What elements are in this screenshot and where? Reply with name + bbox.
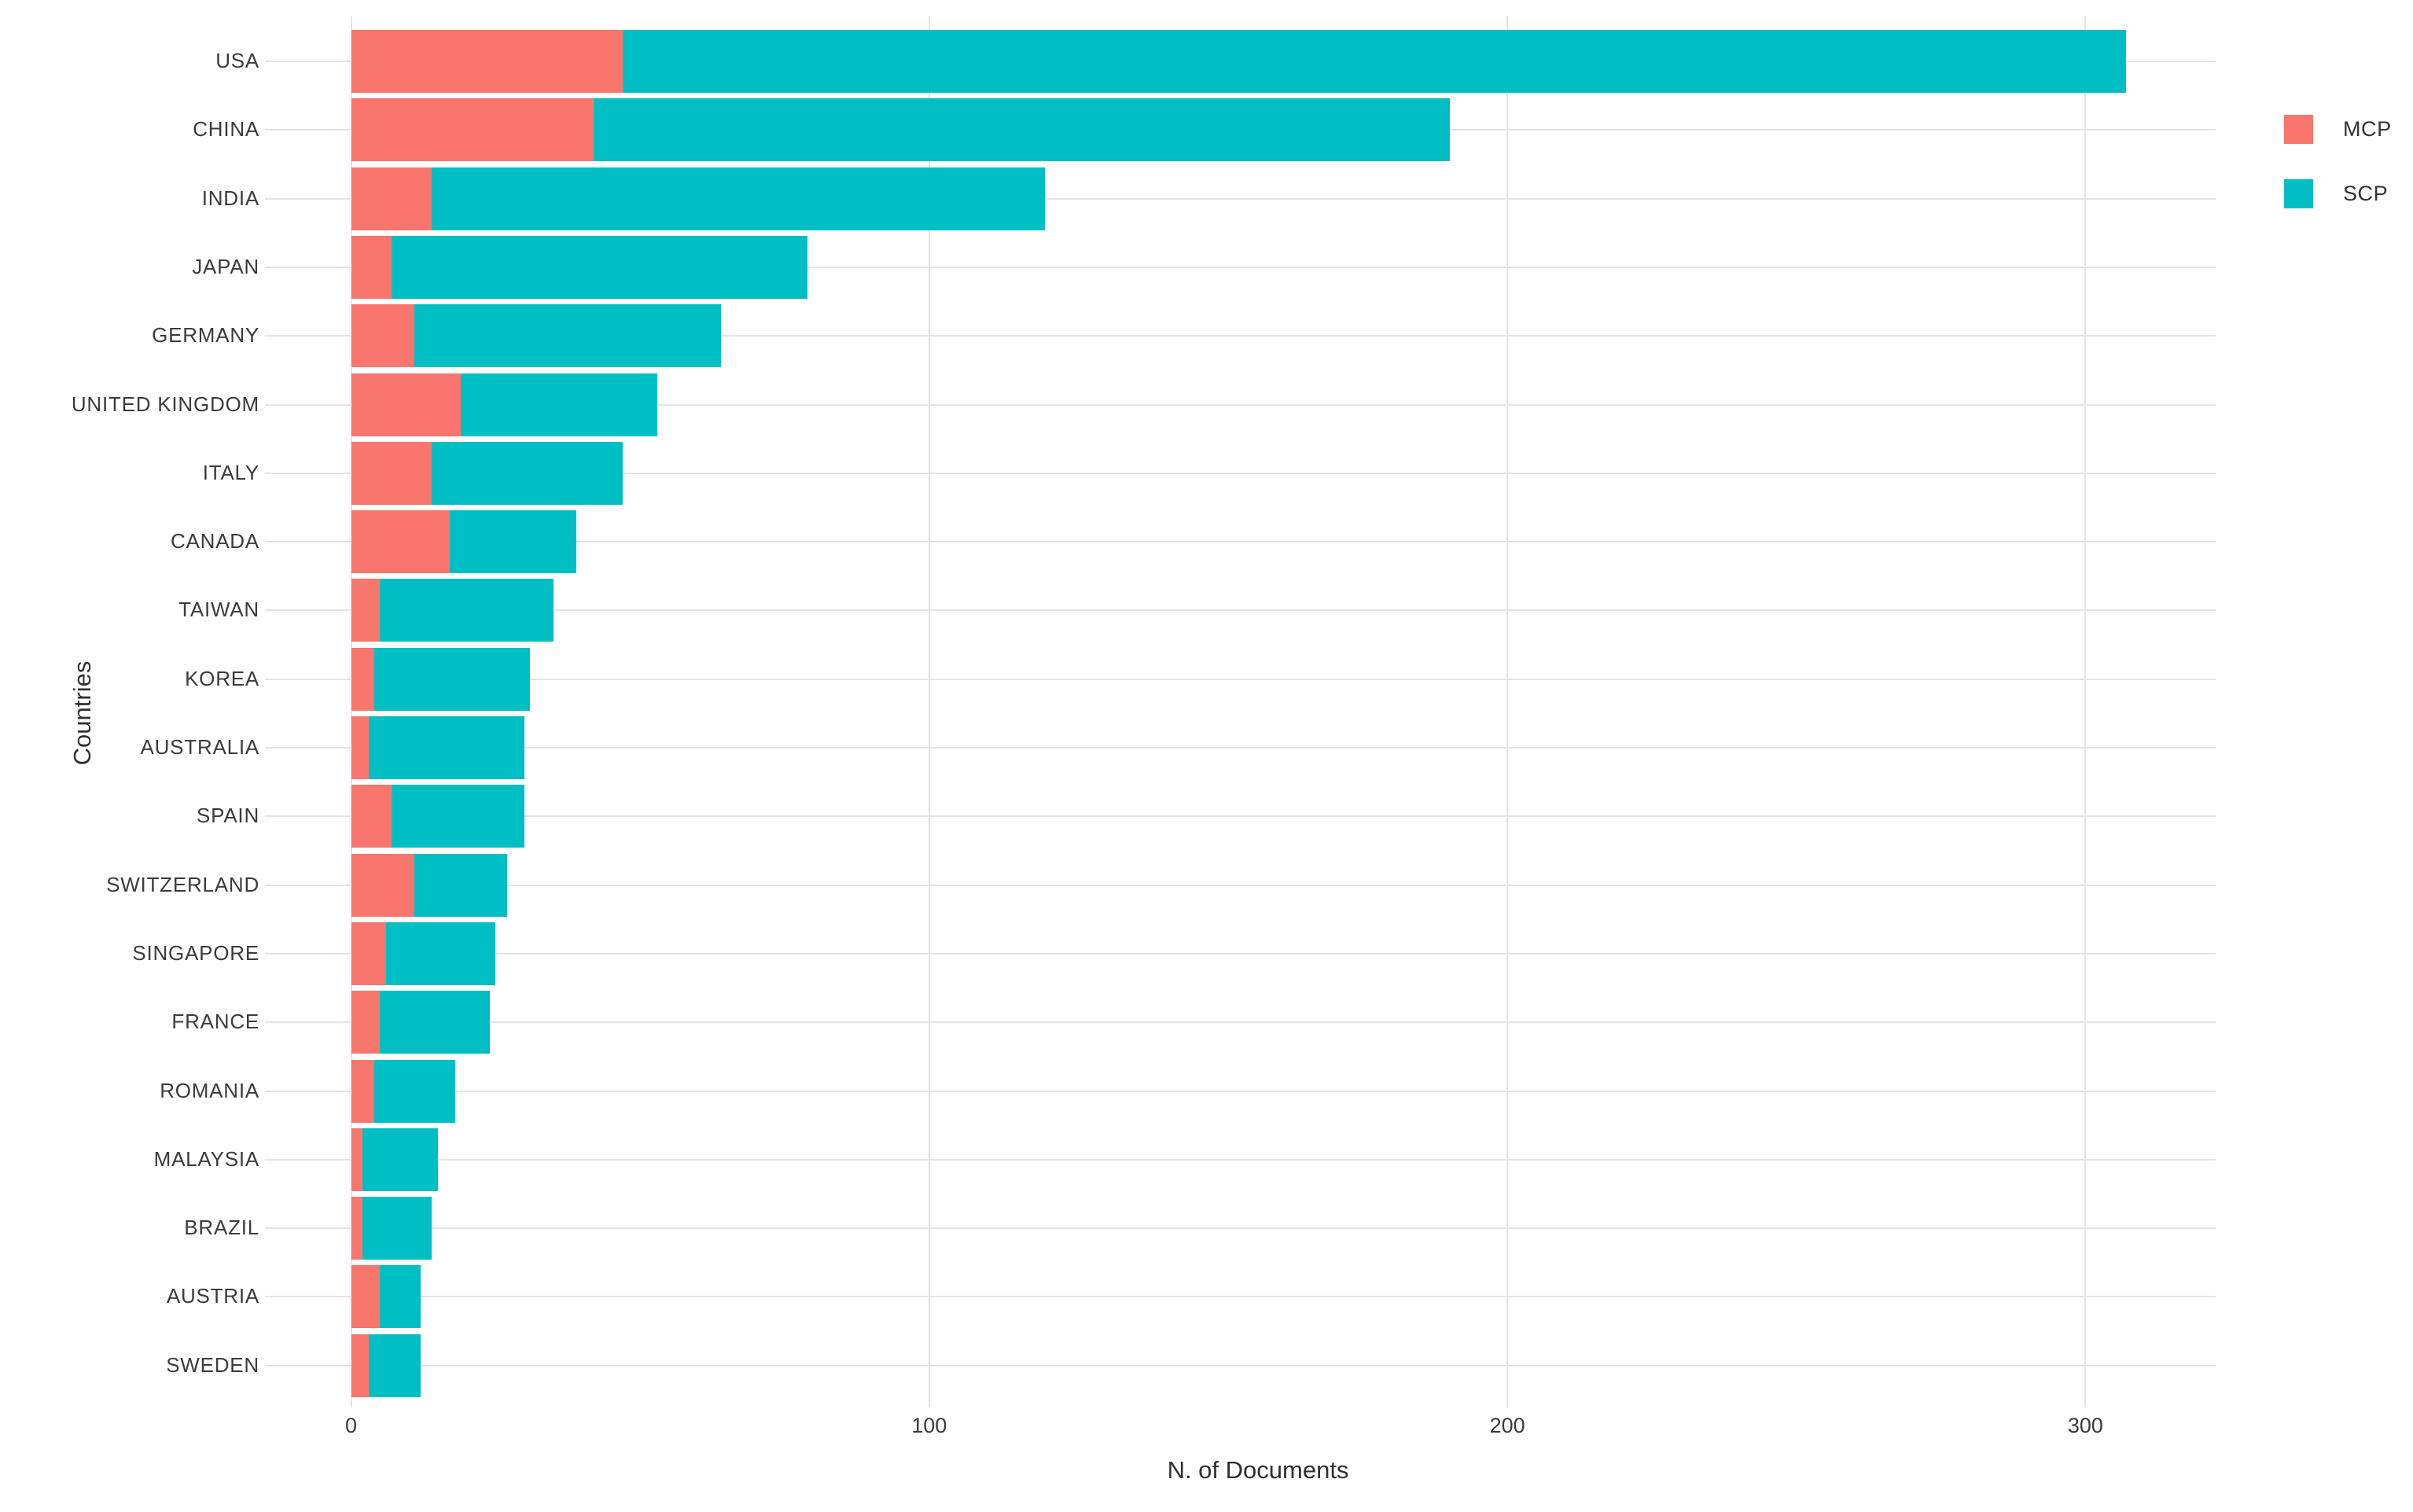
- country-label: USA: [215, 49, 259, 72]
- mcp-bar-segment[interactable]: [351, 1128, 363, 1191]
- legend-label-mcp: MCP: [2343, 117, 2392, 141]
- mcp-bar-segment[interactable]: [351, 304, 415, 368]
- country-label: KOREA: [185, 666, 259, 690]
- row-gridline: [265, 1364, 2216, 1367]
- mcp-bar-segment[interactable]: [351, 647, 374, 711]
- country-label: SWITZERLAND: [106, 872, 259, 896]
- x-axis-title: N. of Documents: [1167, 1456, 1349, 1484]
- legend: MCP SCP: [2284, 115, 2392, 244]
- mcp-bar-segment[interactable]: [351, 991, 381, 1054]
- scp-bar-segment[interactable]: [368, 716, 525, 779]
- scp-bar-segment[interactable]: [373, 647, 531, 711]
- mcp-bar-segment[interactable]: [351, 1334, 369, 1397]
- row-gridline: [265, 1090, 2216, 1092]
- row-gridline: [265, 197, 2216, 200]
- scp-bar-segment[interactable]: [594, 98, 1450, 162]
- country-label: CANADA: [170, 529, 259, 554]
- y-axis-title: Countries: [68, 660, 96, 766]
- country-label: SPAIN: [197, 804, 259, 828]
- scp-bar-segment[interactable]: [623, 30, 2126, 93]
- row-gridline: [265, 747, 2216, 749]
- row-gridline: [265, 1296, 2216, 1298]
- country-label: AUSTRALIA: [140, 735, 259, 759]
- row-gridline: [265, 335, 2216, 337]
- mcp-bar-segment[interactable]: [351, 1059, 374, 1123]
- row-gridline: [265, 1158, 2216, 1161]
- mcp-bar-segment[interactable]: [351, 853, 415, 917]
- mcp-swatch-icon: [2284, 115, 2313, 144]
- x-gridline: [1506, 16, 1509, 1407]
- scp-bar-segment[interactable]: [362, 1128, 438, 1191]
- country-label: ITALY: [202, 460, 259, 484]
- country-label: INDIA: [201, 186, 259, 210]
- country-label: TAIWAN: [178, 598, 259, 622]
- country-label: AUSTRIA: [166, 1284, 259, 1308]
- legend-label-scp: SCP: [2343, 182, 2389, 205]
- x-gridline: [350, 16, 352, 1407]
- scp-bar-segment[interactable]: [368, 1334, 421, 1397]
- x-tick-label: 100: [911, 1414, 947, 1437]
- mcp-bar-segment[interactable]: [351, 922, 386, 985]
- mcp-bar-segment[interactable]: [351, 235, 392, 299]
- x-gridline: [2084, 16, 2087, 1407]
- scp-bar-segment[interactable]: [380, 991, 490, 1054]
- scp-bar-segment[interactable]: [385, 922, 496, 985]
- country-label: MALAYSIA: [153, 1146, 259, 1171]
- mcp-bar-segment[interactable]: [351, 579, 381, 642]
- country-label: CHINA: [193, 117, 259, 142]
- mcp-bar-segment[interactable]: [351, 1197, 363, 1260]
- mcp-bar-segment[interactable]: [351, 30, 623, 93]
- row-gridline: [265, 1227, 2216, 1230]
- scp-bar-segment[interactable]: [414, 304, 722, 368]
- mcp-bar-segment[interactable]: [351, 98, 594, 162]
- row-gridline: [265, 266, 2216, 268]
- scp-bar-segment[interactable]: [373, 1059, 455, 1123]
- row-gridline: [265, 541, 2216, 543]
- legend-item-scp[interactable]: SCP: [2284, 179, 2392, 208]
- mcp-bar-segment[interactable]: [351, 785, 392, 848]
- country-label: ROMANIA: [160, 1078, 259, 1102]
- country-label: UNITED KINGDOM: [71, 392, 259, 416]
- mcp-bar-segment[interactable]: [351, 716, 369, 779]
- mcp-bar-segment[interactable]: [351, 510, 450, 574]
- scp-bar-segment[interactable]: [432, 167, 1045, 230]
- row-gridline: [265, 472, 2216, 474]
- country-label: GERMANY: [152, 323, 259, 348]
- mcp-bar-segment[interactable]: [351, 373, 462, 436]
- row-gridline: [265, 815, 2216, 818]
- row-gridline: [265, 884, 2216, 886]
- scp-bar-segment[interactable]: [362, 1197, 432, 1260]
- row-gridline: [265, 952, 2216, 955]
- x-gridline: [928, 16, 930, 1407]
- x-tick-label: 200: [1489, 1414, 1525, 1437]
- mcp-bar-segment[interactable]: [351, 1265, 381, 1329]
- row-gridline: [265, 678, 2216, 680]
- country-label: SWEDEN: [166, 1352, 259, 1377]
- scp-bar-segment[interactable]: [391, 235, 808, 299]
- scp-bar-segment[interactable]: [461, 373, 658, 436]
- scp-bar-segment[interactable]: [449, 510, 577, 574]
- country-label: BRAZIL: [184, 1216, 259, 1240]
- x-tick-label: 0: [344, 1414, 358, 1437]
- country-label: JAPAN: [192, 254, 259, 278]
- mcp-bar-segment[interactable]: [351, 167, 432, 230]
- scp-bar-segment[interactable]: [414, 853, 508, 917]
- scp-bar-segment[interactable]: [380, 1265, 421, 1329]
- scp-bar-segment[interactable]: [380, 579, 554, 642]
- legend-item-mcp[interactable]: MCP: [2284, 115, 2392, 144]
- row-gridline: [265, 1021, 2216, 1024]
- scp-bar-segment[interactable]: [391, 785, 525, 848]
- x-tick-label: 300: [2067, 1414, 2103, 1437]
- scp-bar-segment[interactable]: [432, 441, 623, 505]
- row-gridline: [265, 403, 2216, 406]
- row-gridline: [265, 609, 2216, 612]
- scp-swatch-icon: [2284, 179, 2313, 208]
- country-label: FRANCE: [171, 1010, 259, 1034]
- country-label: SINGAPORE: [132, 940, 259, 965]
- mcp-bar-segment[interactable]: [351, 441, 432, 505]
